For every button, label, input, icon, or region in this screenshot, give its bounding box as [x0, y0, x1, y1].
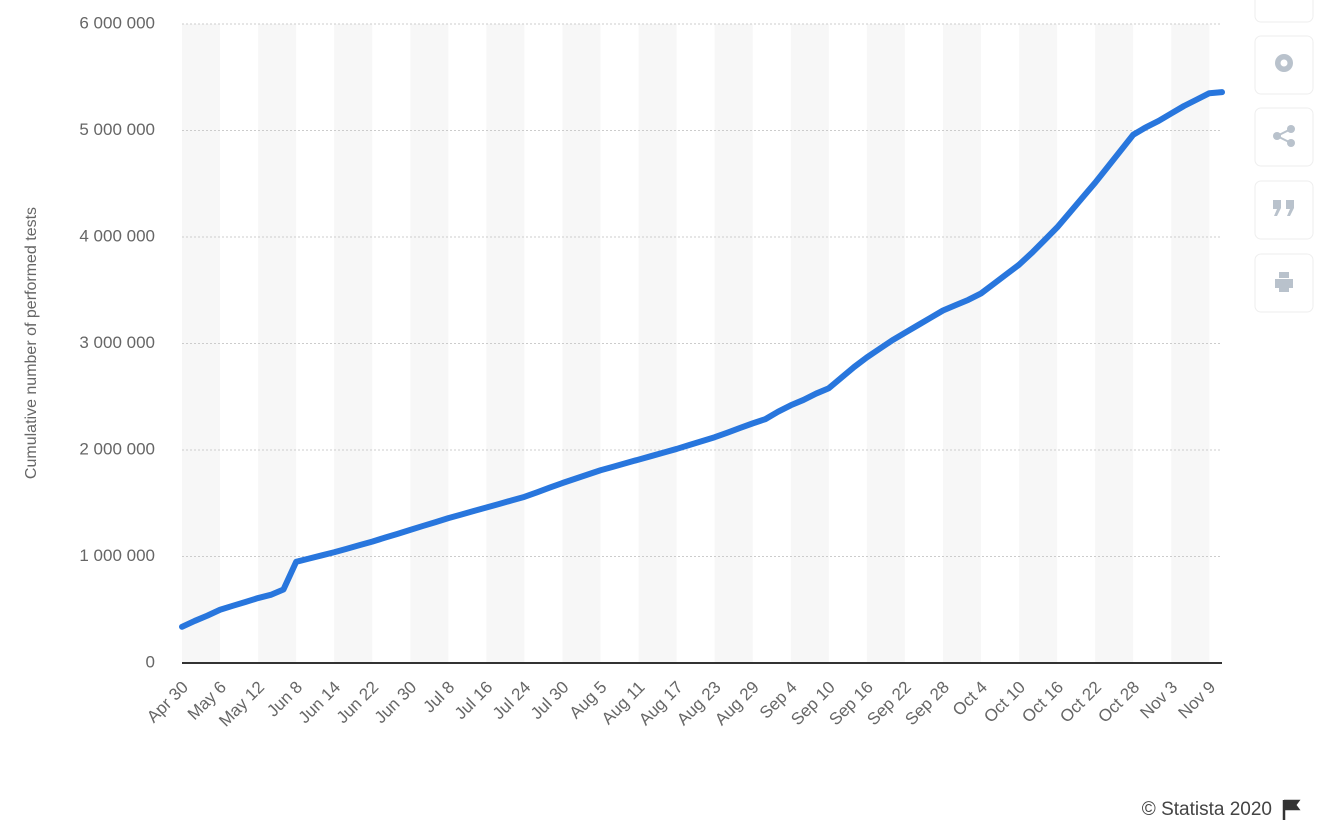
line	[179, 89, 1225, 630]
x-tick-label: Oct 16	[1018, 678, 1067, 727]
x-tick-label: Jun 30	[371, 678, 421, 728]
y-tick-label: 1 000 000	[79, 546, 155, 565]
band	[182, 24, 221, 663]
x-tick-label: Jun 22	[333, 678, 383, 728]
y-tick-label: 2 000 000	[79, 439, 155, 458]
flag-icon[interactable]	[1282, 799, 1301, 820]
toolbar	[1254, 0, 1314, 313]
x-tick-label: Apr 30	[143, 678, 192, 727]
band	[258, 24, 297, 663]
toolbar-icons	[1273, 54, 1295, 292]
band	[334, 24, 373, 663]
share-button[interactable]	[1254, 107, 1314, 167]
gear-hole	[1280, 59, 1288, 67]
y-tick-label: 5 000 000	[79, 120, 155, 139]
share-lines	[1276, 128, 1292, 144]
y-axis-title: Cumulative number of performed tests	[23, 207, 40, 479]
x-tick-label: Jun 14	[295, 678, 345, 728]
y-tick-label: 3 000 000	[79, 333, 155, 352]
y-tick-label: 0	[146, 652, 155, 671]
x-tick-label: Oct 22	[1056, 678, 1105, 727]
quote-icon	[1273, 200, 1294, 216]
x-tick-label: Nov 3	[1136, 678, 1181, 723]
x-tick-label: Jul 30	[527, 678, 573, 724]
x-tick-label: Nov 9	[1174, 678, 1219, 723]
y-tick-label: 6 000 000	[79, 13, 155, 32]
x-tick-label: Oct 10	[980, 678, 1029, 727]
print-icon	[1275, 272, 1293, 292]
button[interactable]	[1254, 0, 1314, 23]
plot	[179, 89, 1225, 630]
y-tick-label: 4 000 000	[79, 226, 155, 245]
x-tick-label: Jul 16	[451, 678, 497, 724]
x-tick-label: Jul 24	[489, 678, 535, 724]
cite-button[interactable]	[1254, 180, 1314, 240]
x-tick-label: Oct 28	[1094, 678, 1143, 727]
source: © Statista 2020	[1142, 799, 1272, 820]
